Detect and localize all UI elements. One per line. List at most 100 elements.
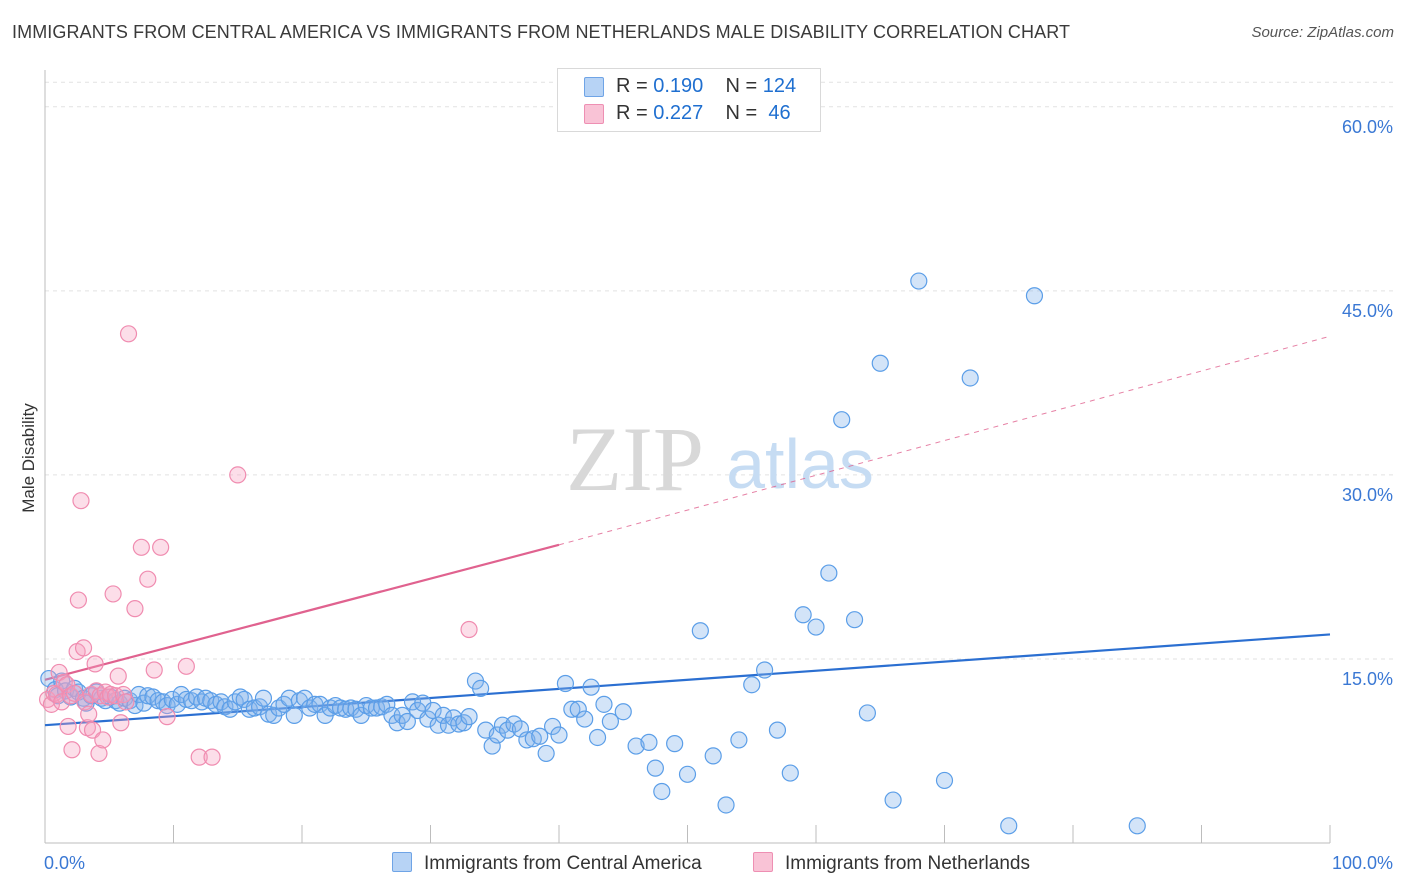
central-america-point xyxy=(398,712,416,731)
central-america-point xyxy=(537,744,555,763)
netherlands-point xyxy=(460,620,478,639)
source-credit: Source: ZipAtlas.com xyxy=(1251,24,1394,41)
chart-title: IMMIGRANTS FROM CENTRAL AMERICA VS IMMIG… xyxy=(12,22,1071,42)
netherlands-point xyxy=(94,731,112,749)
netherlands-point xyxy=(50,663,68,682)
trend-lines xyxy=(44,335,1331,727)
central-america-point xyxy=(563,700,581,718)
y-tick-label: 30.0% xyxy=(1342,485,1393,505)
central-america-point xyxy=(794,606,812,624)
central-america-point xyxy=(460,708,478,726)
netherlands-point xyxy=(177,657,195,675)
central-america-point xyxy=(627,737,645,755)
central-america-point xyxy=(755,661,774,679)
central-america-point xyxy=(1128,817,1146,835)
legend-r-value: 0.227 xyxy=(653,102,704,124)
central-america-point xyxy=(254,689,273,707)
central-america-point xyxy=(188,688,206,706)
netherlands-point xyxy=(86,655,104,673)
central-america-point xyxy=(743,676,761,694)
central-america-point xyxy=(163,690,181,709)
central-america-point xyxy=(378,695,396,713)
bottom-legend-swatch-blue xyxy=(392,852,412,872)
axes xyxy=(44,70,1331,844)
y-tick-label: 60.0% xyxy=(1342,117,1393,137)
legend-n-label: N = xyxy=(725,102,763,124)
netherlands-point xyxy=(139,570,157,588)
netherlands-point xyxy=(158,708,176,726)
central-america-point xyxy=(1025,287,1044,305)
tick-labels: 15.0% 30.0% 45.0% 60.0% 0.0% 100.0% xyxy=(44,117,1393,873)
netherlands-point xyxy=(59,717,77,736)
central-america-point xyxy=(704,747,722,765)
central-america-point xyxy=(910,272,928,290)
netherlands-point xyxy=(63,741,81,759)
netherlands-point xyxy=(112,714,130,732)
central-america-point xyxy=(499,721,517,739)
netherlands-point xyxy=(126,600,144,618)
gridlines xyxy=(45,81,1395,660)
central-america-point xyxy=(781,764,799,782)
central-america-point xyxy=(653,782,671,801)
watermark: ZIP atlas xyxy=(566,408,874,510)
central-america-point xyxy=(871,354,889,372)
central-america-point xyxy=(472,679,490,698)
central-america-point xyxy=(691,622,709,640)
central-america-point xyxy=(434,706,452,724)
legend-n-value: 46 xyxy=(762,102,791,124)
netherlands-point xyxy=(74,639,93,657)
central-america-point xyxy=(807,618,825,636)
central-america-point xyxy=(168,695,186,713)
central-america-point xyxy=(935,771,954,790)
netherlands-point xyxy=(109,667,127,685)
data-points xyxy=(38,272,1146,835)
y-tick-label: 45.0% xyxy=(1342,301,1393,321)
x-tick-label: 0.0% xyxy=(44,853,85,873)
central-america-point xyxy=(569,700,587,718)
central-america-point xyxy=(820,564,838,582)
central-america-point xyxy=(730,731,748,749)
netherlands-point xyxy=(72,492,90,510)
netherlands-trend-extension xyxy=(558,335,1331,546)
legend-r-value: 0.190 xyxy=(653,75,704,97)
central-america-point xyxy=(666,735,684,753)
central-america-point xyxy=(640,733,658,751)
legend-r-label: R = xyxy=(616,102,654,124)
legend-swatch-pink xyxy=(584,104,604,124)
central-america-point xyxy=(483,737,501,755)
bottom-legend-swatch-pink xyxy=(753,852,773,872)
netherlands-point xyxy=(119,325,138,343)
central-america-point xyxy=(601,712,620,731)
netherlands-point xyxy=(69,591,88,609)
central-america-point xyxy=(717,796,735,814)
central-america-point xyxy=(588,728,607,747)
central-america-point xyxy=(646,759,664,777)
central-america-point xyxy=(576,710,594,728)
netherlands-point xyxy=(80,705,98,723)
central-america-point xyxy=(845,611,864,629)
watermark-zip: ZIP xyxy=(566,408,704,510)
central-america-point xyxy=(1000,817,1018,835)
netherlands-point xyxy=(229,466,247,484)
bottom-legend-netherlands: Immigrants from Netherlands xyxy=(753,852,1030,875)
central-america-point xyxy=(768,721,787,739)
y-axis-label: Male Disability xyxy=(19,403,38,513)
netherlands-point xyxy=(190,748,208,766)
legend-n-value: 124 xyxy=(762,75,797,97)
central-america-point xyxy=(518,731,536,749)
central-america-point xyxy=(595,695,613,713)
bottom-legend-central-america: Immigrants from Central America xyxy=(392,852,702,875)
watermark-atlas: atlas xyxy=(726,425,874,503)
netherlands-point xyxy=(203,748,221,766)
netherlands-point xyxy=(53,693,71,711)
y-tick-label: 15.0% xyxy=(1342,669,1393,689)
netherlands-point xyxy=(42,695,61,713)
netherlands-trend-line xyxy=(44,543,560,681)
central-america-point xyxy=(295,689,314,707)
central-america-point xyxy=(556,674,575,693)
bottom-legend-label: Immigrants from Central America xyxy=(424,853,702,874)
central-america-trend-line xyxy=(44,633,1331,727)
netherlands-point xyxy=(132,538,150,556)
central-america-point xyxy=(678,765,697,783)
